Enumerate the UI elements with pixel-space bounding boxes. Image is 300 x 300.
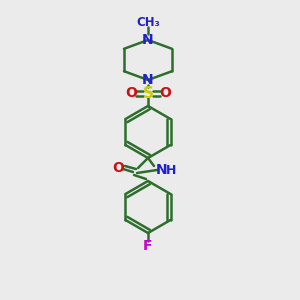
Text: O: O (125, 86, 137, 100)
Text: O: O (112, 161, 124, 175)
Text: S: S (142, 85, 154, 100)
Text: N: N (142, 73, 154, 87)
Text: F: F (143, 239, 153, 253)
Text: N: N (142, 33, 154, 47)
Text: O: O (159, 86, 171, 100)
Text: H: H (166, 164, 176, 176)
Text: N: N (156, 163, 168, 177)
Text: CH₃: CH₃ (136, 16, 160, 29)
